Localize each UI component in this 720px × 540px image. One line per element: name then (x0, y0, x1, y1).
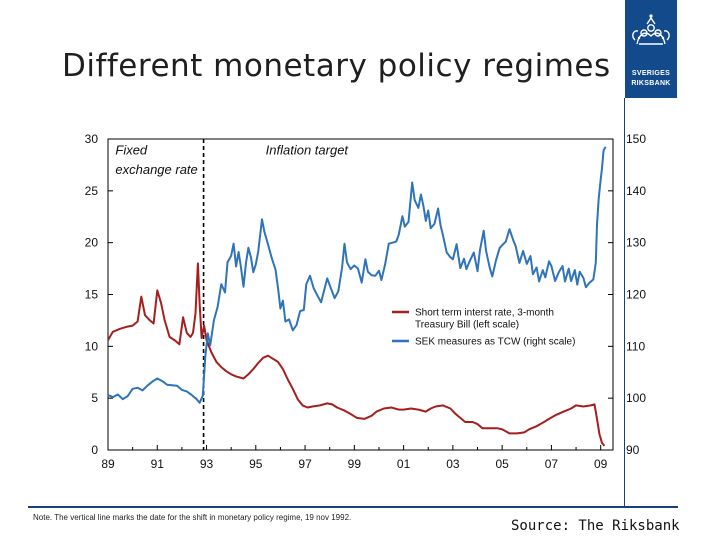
right-axis-tick-label: 100 (626, 391, 646, 405)
legend-label-interest-rate-line2: Treasury Bill (left scale) (415, 320, 519, 331)
chart-annotation: Fixed (115, 143, 148, 158)
right-axis-tick-label: 140 (626, 184, 646, 198)
right-axis-tick-label: 150 (626, 132, 646, 146)
left-axis-tick-label: 15 (85, 288, 99, 302)
right-axis-tick-label: 110 (626, 339, 645, 353)
riksbank-logo: SVERIGES RIKSBANK (625, 0, 677, 98)
horizontal-divider (28, 506, 678, 508)
left-axis-tick-label: 20 (85, 236, 99, 250)
series-line-sek-tcw (107, 146, 607, 404)
legend-label-interest-rate: Short term interst rate, 3-month (415, 308, 554, 319)
x-axis-tick-label: 03 (446, 457, 460, 471)
plot-frame (107, 138, 614, 451)
right-axis-tick-label: 120 (626, 288, 646, 302)
logo-text-sveriges: SVERIGES (631, 70, 671, 77)
chart-annotation: Inflation target (266, 143, 350, 158)
x-axis-tick-label: 09 (594, 457, 608, 471)
left-axis-tick-label: 10 (85, 339, 99, 353)
x-axis-tick-label: 01 (397, 457, 411, 471)
right-axis-tick-label: 90 (626, 443, 640, 457)
x-axis-tick-label: 91 (151, 457, 165, 471)
slide-title: Different monetary policy regimes (62, 48, 611, 84)
chart-annotation: exchange rate (115, 162, 197, 177)
x-axis-tick-label: 97 (298, 457, 312, 471)
vertical-divider (624, 98, 625, 508)
left-axis-tick-label: 30 (85, 132, 99, 146)
series-line-interest-rate (107, 262, 606, 447)
crown-emblem-icon (632, 14, 670, 45)
x-axis-tick-label: 99 (348, 457, 362, 471)
x-axis-tick-label: 07 (545, 457, 559, 471)
x-axis-tick-label: 93 (200, 457, 214, 471)
footnote: Note. The vertical line marks the date f… (33, 513, 352, 522)
left-axis-tick-label: 0 (91, 443, 98, 457)
logo-text-riksbank: RIKSBANK (631, 80, 671, 87)
source-label: Source: The Riksbank (511, 518, 680, 534)
legend-label-sek-tcw: SEK measures as TCW (right scale) (415, 337, 575, 348)
left-axis-tick-label: 25 (85, 184, 99, 198)
x-axis-tick-label: 89 (101, 457, 115, 471)
x-axis-tick-label: 05 (495, 457, 509, 471)
right-axis-tick-label: 130 (626, 236, 646, 250)
x-axis-tick-label: 95 (249, 457, 263, 471)
left-axis-tick-label: 5 (91, 391, 98, 405)
